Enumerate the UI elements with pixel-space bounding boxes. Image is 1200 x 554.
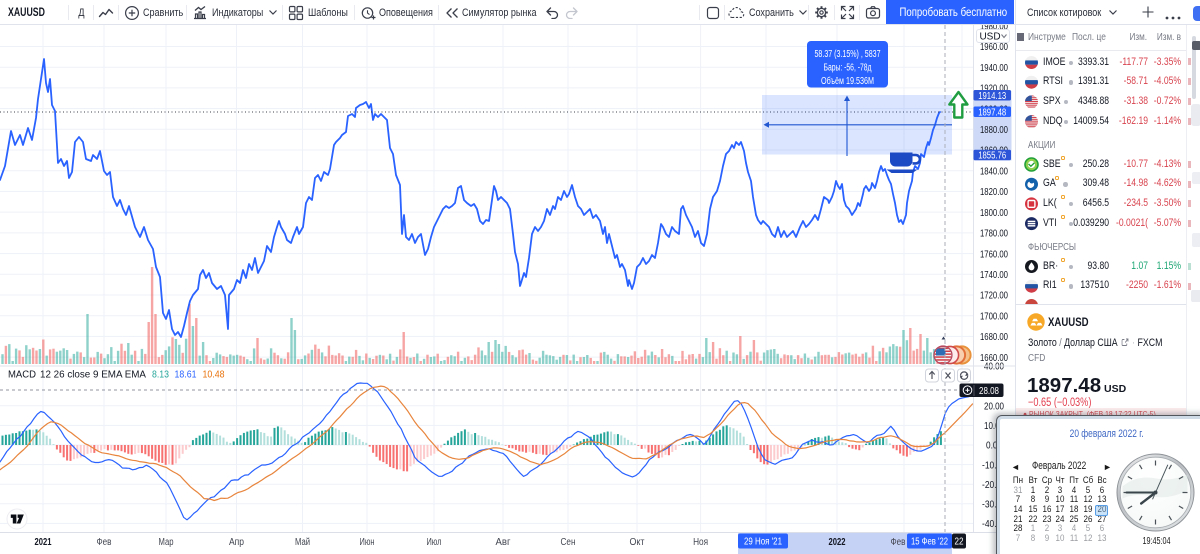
- svg-text:18.61: 18.61: [175, 369, 197, 381]
- svg-text:1960.00: 1960.00: [980, 42, 1008, 53]
- svg-text:Сен: Сен: [561, 537, 576, 548]
- svg-text:20.00: 20.00: [984, 402, 1004, 413]
- svg-text:1820.00: 1820.00: [980, 187, 1008, 198]
- svg-text:Объём 19.536M: Объём 19.536M: [821, 75, 874, 87]
- svg-text:Мар: Мар: [159, 537, 174, 548]
- svg-text:2021: 2021: [35, 537, 52, 548]
- svg-text:10.48: 10.48: [203, 369, 225, 381]
- svg-text:Июн: Июн: [360, 537, 375, 548]
- svg-text:1920.00: 1920.00: [980, 84, 1008, 95]
- svg-text:Фев: Фев: [97, 537, 112, 548]
- svg-text:1940.00: 1940.00: [980, 63, 1008, 74]
- svg-text:1880.00: 1880.00: [980, 125, 1008, 136]
- svg-text:-30.00: -30.00: [982, 500, 1006, 511]
- svg-text:8.13: 8.13: [152, 369, 169, 381]
- svg-text:-20.00: -20.00: [982, 480, 1006, 491]
- svg-text:Апр: Апр: [229, 537, 244, 548]
- svg-text:1980.00: 1980.00: [980, 21, 1008, 32]
- svg-text:1780.00: 1780.00: [980, 229, 1008, 240]
- svg-text:1800.00: 1800.00: [980, 208, 1008, 219]
- svg-text:10.00: 10.00: [984, 421, 1004, 432]
- svg-text:58.37 (3.15%) , 5837: 58.37 (3.15%) , 5837: [815, 49, 881, 60]
- svg-text:Фев: Фев: [891, 537, 906, 548]
- svg-text:1760.00: 1760.00: [980, 249, 1008, 260]
- svg-text:12 26 close 9 EMA EMA: 12 26 close 9 EMA EMA: [40, 369, 146, 381]
- svg-text:2022: 2022: [829, 537, 846, 548]
- svg-text:1897.48: 1897.48: [978, 107, 1006, 118]
- svg-text:1700.00: 1700.00: [980, 311, 1008, 322]
- svg-text:40.00: 40.00: [984, 362, 1004, 373]
- svg-text:0.00: 0.00: [986, 441, 1002, 452]
- svg-text:USD: USD: [979, 32, 1000, 43]
- svg-text:28.08: 28.08: [979, 386, 999, 397]
- svg-text:29 Ноя '21: 29 Ноя '21: [744, 537, 782, 548]
- svg-text:1720.00: 1720.00: [980, 291, 1008, 302]
- svg-text:15 Фев '22: 15 Фев '22: [911, 537, 948, 548]
- svg-text:1914.13: 1914.13: [978, 91, 1006, 102]
- svg-text:Май: Май: [295, 537, 310, 548]
- svg-text:Июл: Июл: [427, 537, 442, 548]
- svg-text:1660.00: 1660.00: [980, 353, 1008, 364]
- svg-text:1855.76: 1855.76: [978, 151, 1006, 162]
- svg-text:Ноя: Ноя: [693, 537, 708, 548]
- svg-text:22: 22: [955, 537, 964, 548]
- svg-text:1740.00: 1740.00: [980, 270, 1008, 281]
- svg-text:Авг: Авг: [496, 537, 511, 548]
- svg-text:-40.00: -40.00: [982, 519, 1006, 530]
- svg-text:1840.00: 1840.00: [980, 166, 1008, 177]
- svg-text:Бары: -56, -78д: Бары: -56, -78д: [824, 63, 872, 74]
- svg-text:1680.00: 1680.00: [980, 332, 1008, 343]
- svg-text:-10.00: -10.00: [982, 460, 1006, 471]
- svg-text:Окт: Окт: [630, 537, 645, 548]
- svg-text:MACD: MACD: [8, 369, 36, 381]
